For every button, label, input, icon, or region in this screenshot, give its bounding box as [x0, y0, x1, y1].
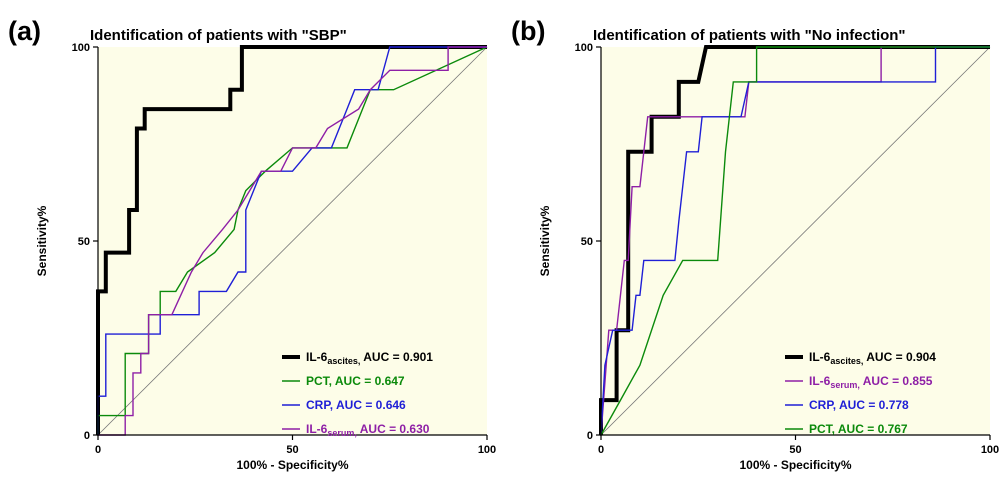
roc-chart-b: (b) Identification of patients with "No i…	[511, 16, 999, 472]
reference-diagonal-line	[97, 46, 488, 436]
legend-label: CRP, AUC = 0.778	[809, 398, 909, 412]
legend-label: IL-6serum, AUC = 0.855	[809, 374, 933, 390]
roc-curve-3	[600, 46, 990, 436]
y-tick-label: 100	[575, 42, 593, 54]
legend-label: PCT, AUC = 0.767	[809, 422, 908, 436]
y-tick-label: 0	[587, 430, 593, 442]
panel-a: (a) Identification of patients with "SBP"…	[0, 0, 500, 495]
roc-curve-0	[96, 45, 487, 435]
roc-curve-2	[97, 46, 487, 435]
legend-label-subscript: ascites,	[327, 356, 360, 366]
legend-label-rest: AUC = 0.630	[357, 422, 430, 436]
legend-label-rest: AUC = 0.904	[863, 350, 936, 364]
legend-label-main: CRP, AUC = 0.778	[809, 398, 909, 412]
legend-label-main: PCT, AUC = 0.647	[306, 374, 405, 388]
x-axis-label: 100% - Specificity%	[739, 458, 851, 472]
roc-curve-1	[97, 46, 488, 435]
legend-label-main: IL-6	[809, 374, 831, 388]
legend-label-rest: AUC = 0.855	[860, 374, 933, 388]
chart-title: Identification of patients with "No infe…	[593, 27, 906, 44]
legend-label: IL-6ascites, AUC = 0.904	[809, 350, 936, 366]
legend-label: CRP, AUC = 0.646	[306, 398, 406, 412]
x-tick-label: 50	[286, 444, 298, 456]
panel-label: (a)	[8, 16, 41, 46]
x-axis-label: 100% - Specificity%	[236, 458, 348, 472]
y-axis-label: Sensitivity%	[538, 205, 552, 276]
legend-label-main: IL-6	[306, 422, 328, 436]
roc-chart-a: (a) Identification of patients with "SBP"…	[8, 16, 496, 472]
roc-curve-0	[599, 45, 990, 435]
x-tick-label: 50	[789, 444, 801, 456]
legend-label: IL-6serum, AUC = 0.630	[306, 422, 430, 438]
legend-label-subscript: serum,	[830, 380, 860, 390]
legend-label-rest: AUC = 0.901	[360, 350, 433, 364]
legend-label: IL-6ascites, AUC = 0.901	[306, 350, 433, 366]
roc-curve-3	[98, 46, 487, 436]
x-tick-label: 0	[95, 444, 101, 456]
y-tick-label: 50	[581, 236, 593, 248]
y-tick-label: 100	[72, 42, 90, 54]
legend-label-main: IL-6	[809, 350, 831, 364]
y-tick-label: 50	[78, 236, 90, 248]
legend-label-main: PCT, AUC = 0.767	[809, 422, 908, 436]
panel-label: (b)	[511, 16, 545, 46]
chart-title: Identification of patients with "SBP"	[90, 27, 347, 44]
legend-label-main: IL-6	[306, 350, 328, 364]
legend-label-subscript: serum,	[327, 428, 357, 438]
x-tick-label: 100	[981, 444, 999, 456]
y-axis-label: Sensitivity%	[35, 205, 49, 276]
legend-label: PCT, AUC = 0.647	[306, 374, 405, 388]
legend-label-subscript: ascites,	[830, 356, 863, 366]
panel-b: (b) Identification of patients with "No i…	[503, 0, 1003, 495]
reference-diagonal-line	[600, 46, 991, 436]
legend-label-main: CRP, AUC = 0.646	[306, 398, 406, 412]
x-tick-label: 100	[478, 444, 496, 456]
y-tick-label: 0	[84, 430, 90, 442]
x-tick-label: 0	[598, 444, 604, 456]
